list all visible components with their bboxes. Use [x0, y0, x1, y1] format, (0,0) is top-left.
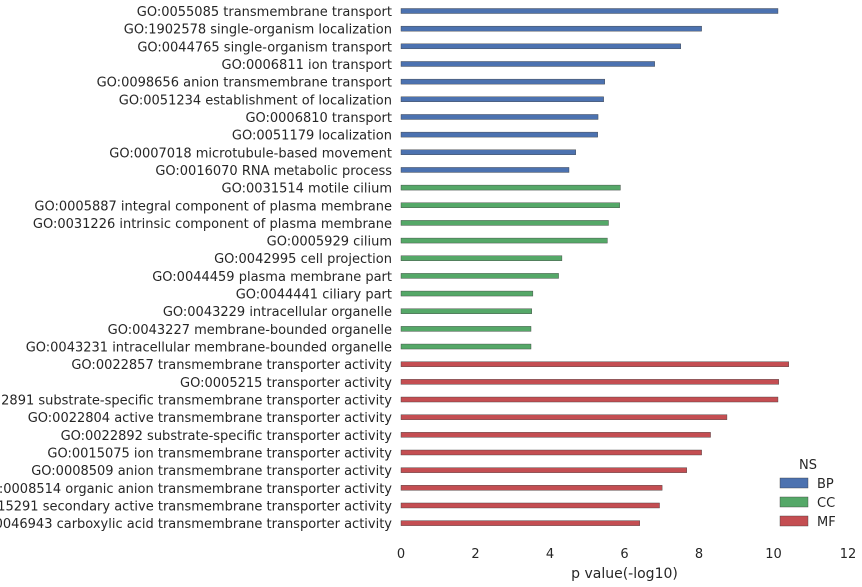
- category-label: GO:0031226 intrinsic component of plasma…: [33, 217, 392, 232]
- bar-cc: [400, 237, 608, 244]
- category-label: GO:0006811 ion transport: [222, 58, 393, 73]
- bar-mf: [400, 379, 779, 385]
- category-label: GO:0005887 integral component of plasma …: [34, 199, 392, 214]
- category-label: GO:1902578 single-organism localization: [124, 23, 392, 38]
- category-label: GO:0044459 plasma membrane part: [152, 270, 392, 285]
- legend-swatch-cc: [779, 496, 809, 508]
- category-label: GO:0007018 microtubule-based movement: [109, 146, 392, 161]
- bar-cc: [400, 184, 621, 191]
- category-label: GO:0055085 transmembrane transport: [137, 5, 392, 20]
- category-label: GO:0044765 single-organism transport: [137, 40, 392, 55]
- category-label: GO:0051179 localization: [232, 129, 392, 144]
- legend-swatch-mf: [779, 515, 809, 527]
- category-label: GO:0015291 secondary active transmembran…: [0, 499, 392, 514]
- category-label: GO:0044441 ciliary part: [236, 288, 392, 303]
- bars-layer: [400, 8, 789, 526]
- bar-cc: [400, 202, 620, 208]
- bar-bp: [400, 114, 599, 120]
- category-label: GO:0042995 cell projection: [214, 252, 392, 267]
- category-label: GO:0008509 anion transmembrane transport…: [31, 464, 392, 479]
- bar-cc: [400, 255, 563, 261]
- category-label: GO:0008514 organic anion transmembrane t…: [0, 482, 392, 497]
- category-label: GO:0005215 transporter activity: [180, 376, 392, 391]
- bar-mf: [400, 361, 789, 367]
- bar-mf: [400, 432, 711, 438]
- x-axis-label: p value(-log10): [571, 566, 678, 582]
- category-label: GO:0046943 carboxylic acid transmembrane…: [0, 517, 392, 532]
- bar-bp: [400, 149, 576, 155]
- x-tick-label: 10: [765, 547, 782, 562]
- legend-label: MF: [817, 515, 836, 530]
- bar-cc: [400, 220, 609, 226]
- bar-mf: [400, 485, 663, 491]
- x-axis-ticks: 0 2 4 6 8 10 12: [397, 547, 856, 562]
- bar-mf: [400, 396, 779, 403]
- bar-mf: [400, 502, 660, 509]
- bar-bp: [400, 78, 605, 85]
- category-label: GO:0022857 transmembrane transporter act…: [71, 358, 392, 373]
- category-label: GO:0022891 substrate-specific transmembr…: [0, 394, 392, 409]
- x-tick-label: 6: [620, 547, 628, 562]
- legend: NS BP CC MF: [779, 458, 836, 530]
- category-label: GO:0031514 motile cilium: [222, 182, 392, 197]
- bar-bp: [400, 43, 681, 50]
- bar-cc: [400, 273, 559, 279]
- category-label: GO:0043231 intracellular membrane-bounde…: [26, 341, 392, 356]
- category-label: GO:0098656 anion transmembrane transport: [97, 76, 392, 91]
- category-label: GO:0051234 establishment of localization: [119, 93, 392, 108]
- bar-cc: [400, 308, 532, 314]
- bar-cc: [400, 343, 532, 350]
- bar-cc: [400, 290, 534, 297]
- category-label: GO:0005929 cilium: [267, 235, 392, 250]
- category-label: GO:0016070 RNA metabolic process: [155, 164, 392, 179]
- category-label: GO:0043229 intracellular organelle: [163, 305, 392, 320]
- bar-bp: [400, 61, 655, 67]
- bar-bp: [400, 8, 779, 14]
- category-label: GO:0006810 transport: [245, 111, 392, 126]
- bar-bp: [400, 25, 702, 32]
- bar-mf: [400, 449, 702, 456]
- legend-title: NS: [799, 458, 817, 473]
- x-tick-label: 0: [397, 547, 405, 562]
- category-labels: GO:0055085 transmembrane transport GO:190…: [0, 5, 392, 532]
- category-label: GO:0022804 active transmembrane transpor…: [28, 411, 393, 426]
- legend-swatch-bp: [779, 477, 809, 489]
- x-tick-label: 2: [471, 547, 479, 562]
- category-label: GO:0015075 ion transmembrane transporter…: [47, 447, 392, 462]
- bar-bp: [400, 131, 598, 138]
- legend-entries: BP CC MF: [779, 477, 836, 530]
- category-label: GO:0022892 substrate-specific transporte…: [61, 429, 393, 444]
- x-tick-label: 12: [840, 547, 857, 562]
- bar-bp: [400, 167, 570, 173]
- bar-cc: [400, 326, 532, 332]
- x-tick-label: 8: [695, 547, 703, 562]
- legend-label: BP: [817, 477, 834, 492]
- bar-mf: [400, 414, 728, 420]
- bar-mf: [400, 520, 640, 526]
- bar-bp: [400, 96, 604, 103]
- legend-label: CC: [817, 496, 835, 511]
- bar-mf: [400, 467, 687, 473]
- x-tick-label: 4: [546, 547, 554, 562]
- category-label: GO:0043227 membrane-bounded organelle: [108, 323, 392, 338]
